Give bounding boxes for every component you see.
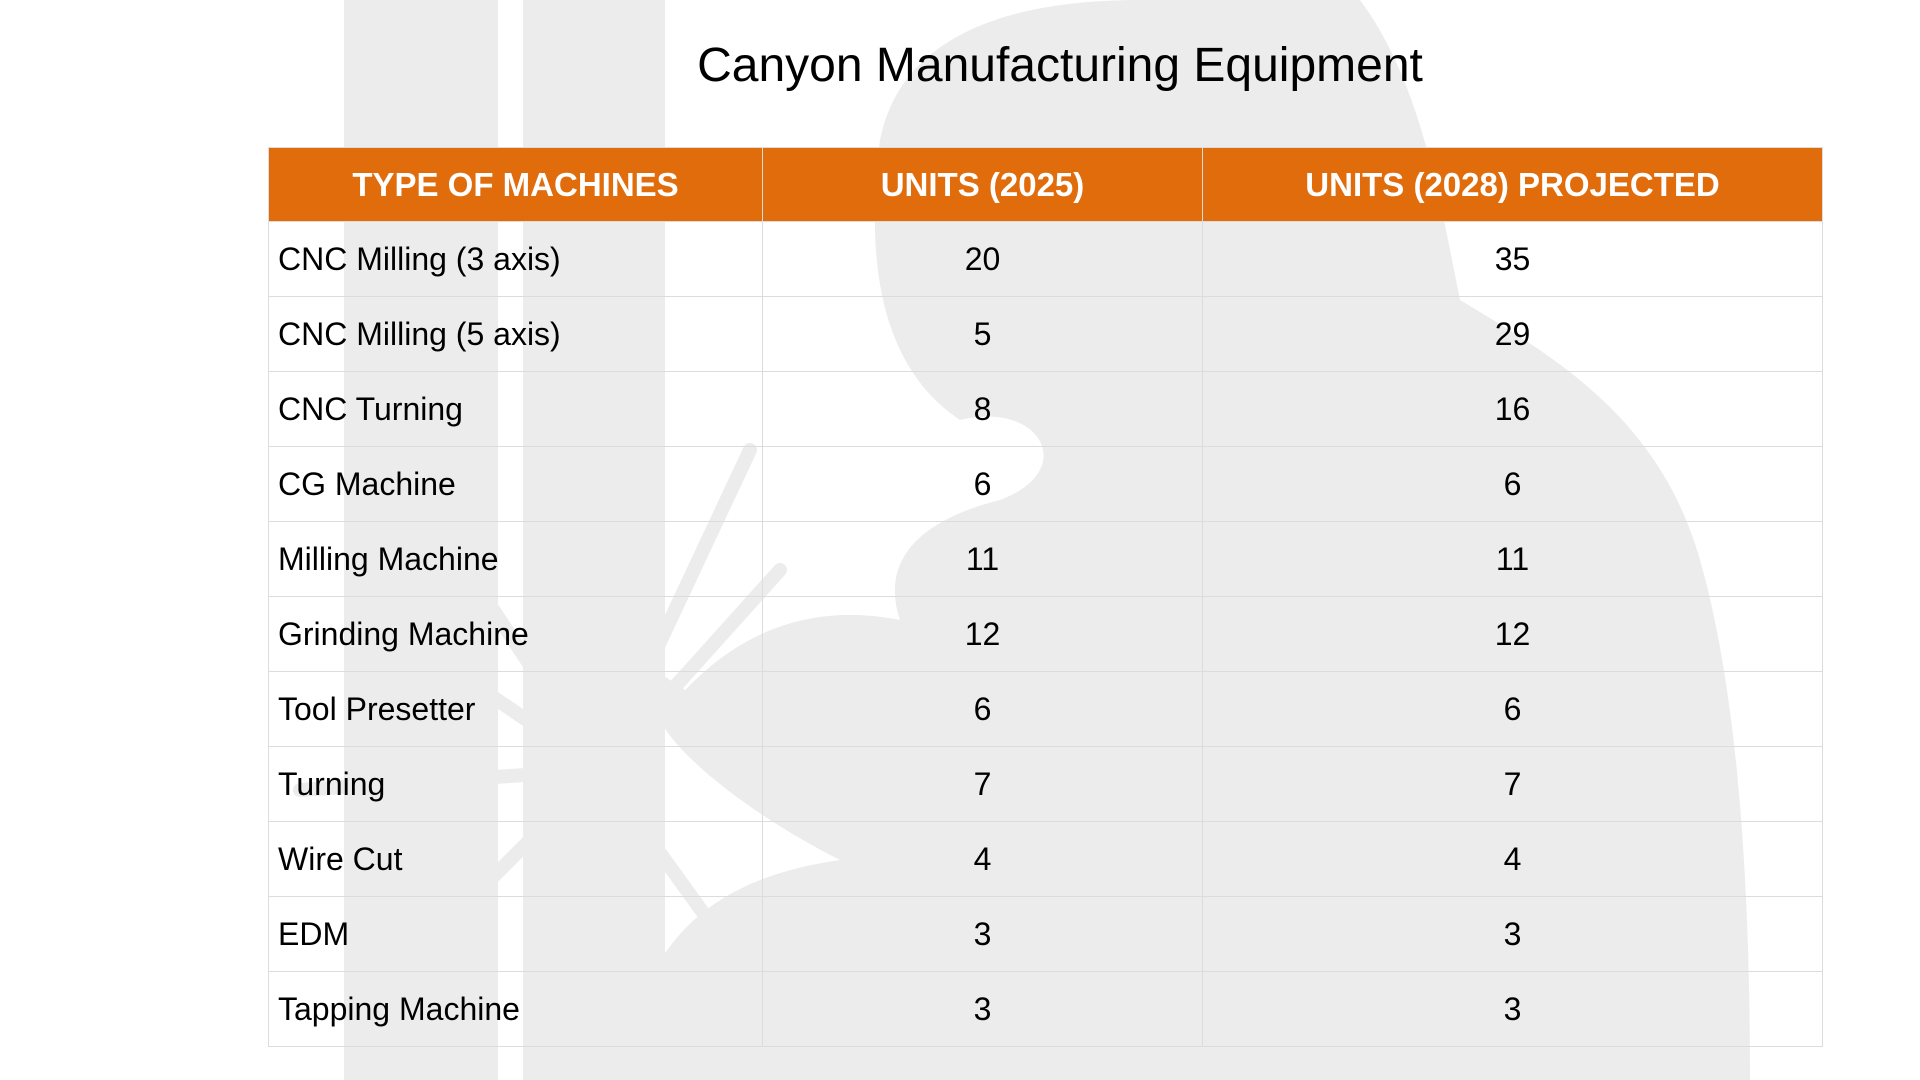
units-2025-cell: 3 bbox=[762, 971, 1203, 1047]
table-row: CNC Turning 8 16 bbox=[268, 371, 1823, 447]
units-2028-cell: 12 bbox=[1202, 596, 1823, 672]
machine-type-cell: CNC Milling (3 axis) bbox=[268, 221, 763, 297]
units-2028-cell: 3 bbox=[1202, 971, 1823, 1047]
machine-type-cell: Tool Presetter bbox=[268, 671, 763, 747]
machine-type-cell: Milling Machine bbox=[268, 521, 763, 597]
machine-type-cell: EDM bbox=[268, 896, 763, 972]
table-row: CNC Milling (3 axis) 20 35 bbox=[268, 221, 1823, 297]
table-row: Milling Machine 11 11 bbox=[268, 521, 1823, 597]
table-row: CG Machine 6 6 bbox=[268, 446, 1823, 522]
machine-type-cell: Turning bbox=[268, 746, 763, 822]
machine-type-cell: CNC Turning bbox=[268, 371, 763, 447]
table-row: EDM 3 3 bbox=[268, 896, 1823, 972]
units-2025-cell: 12 bbox=[762, 596, 1203, 672]
table-row: Wire Cut 4 4 bbox=[268, 821, 1823, 897]
units-2025-cell: 6 bbox=[762, 446, 1203, 522]
units-2028-cell: 4 bbox=[1202, 821, 1823, 897]
header-type-of-machines: TYPE OF MACHINES bbox=[268, 147, 763, 222]
machine-type-cell: Grinding Machine bbox=[268, 596, 763, 672]
table-row: Turning 7 7 bbox=[268, 746, 1823, 822]
table-row: CNC Milling (5 axis) 5 29 bbox=[268, 296, 1823, 372]
machine-type-cell: CNC Milling (5 axis) bbox=[268, 296, 763, 372]
table-row: Tapping Machine 3 3 bbox=[268, 971, 1823, 1047]
units-2025-cell: 20 bbox=[762, 221, 1203, 297]
units-2025-cell: 3 bbox=[762, 896, 1203, 972]
table-header-row: TYPE OF MACHINES UNITS (2025) UNITS (202… bbox=[268, 147, 1823, 222]
table-row: Tool Presetter 6 6 bbox=[268, 671, 1823, 747]
header-units-2025: UNITS (2025) bbox=[762, 147, 1203, 222]
units-2025-cell: 6 bbox=[762, 671, 1203, 747]
units-2025-cell: 11 bbox=[762, 521, 1203, 597]
header-units-2028-projected: UNITS (2028) PROJECTED bbox=[1202, 147, 1823, 222]
units-2025-cell: 5 bbox=[762, 296, 1203, 372]
units-2025-cell: 8 bbox=[762, 371, 1203, 447]
machine-type-cell: CG Machine bbox=[268, 446, 763, 522]
equipment-table: TYPE OF MACHINES UNITS (2025) UNITS (202… bbox=[268, 147, 1823, 1047]
units-2028-cell: 16 bbox=[1202, 371, 1823, 447]
machine-type-cell: Tapping Machine bbox=[268, 971, 763, 1047]
machine-type-cell: Wire Cut bbox=[268, 821, 763, 897]
table-row: Grinding Machine 12 12 bbox=[268, 596, 1823, 672]
units-2028-cell: 6 bbox=[1202, 446, 1823, 522]
units-2025-cell: 7 bbox=[762, 746, 1203, 822]
page-title: Canyon Manufacturing Equipment bbox=[697, 39, 1423, 92]
units-2028-cell: 6 bbox=[1202, 671, 1823, 747]
units-2028-cell: 11 bbox=[1202, 521, 1823, 597]
units-2028-cell: 3 bbox=[1202, 896, 1823, 972]
units-2028-cell: 7 bbox=[1202, 746, 1823, 822]
units-2028-cell: 29 bbox=[1202, 296, 1823, 372]
units-2025-cell: 4 bbox=[762, 821, 1203, 897]
units-2028-cell: 35 bbox=[1202, 221, 1823, 297]
